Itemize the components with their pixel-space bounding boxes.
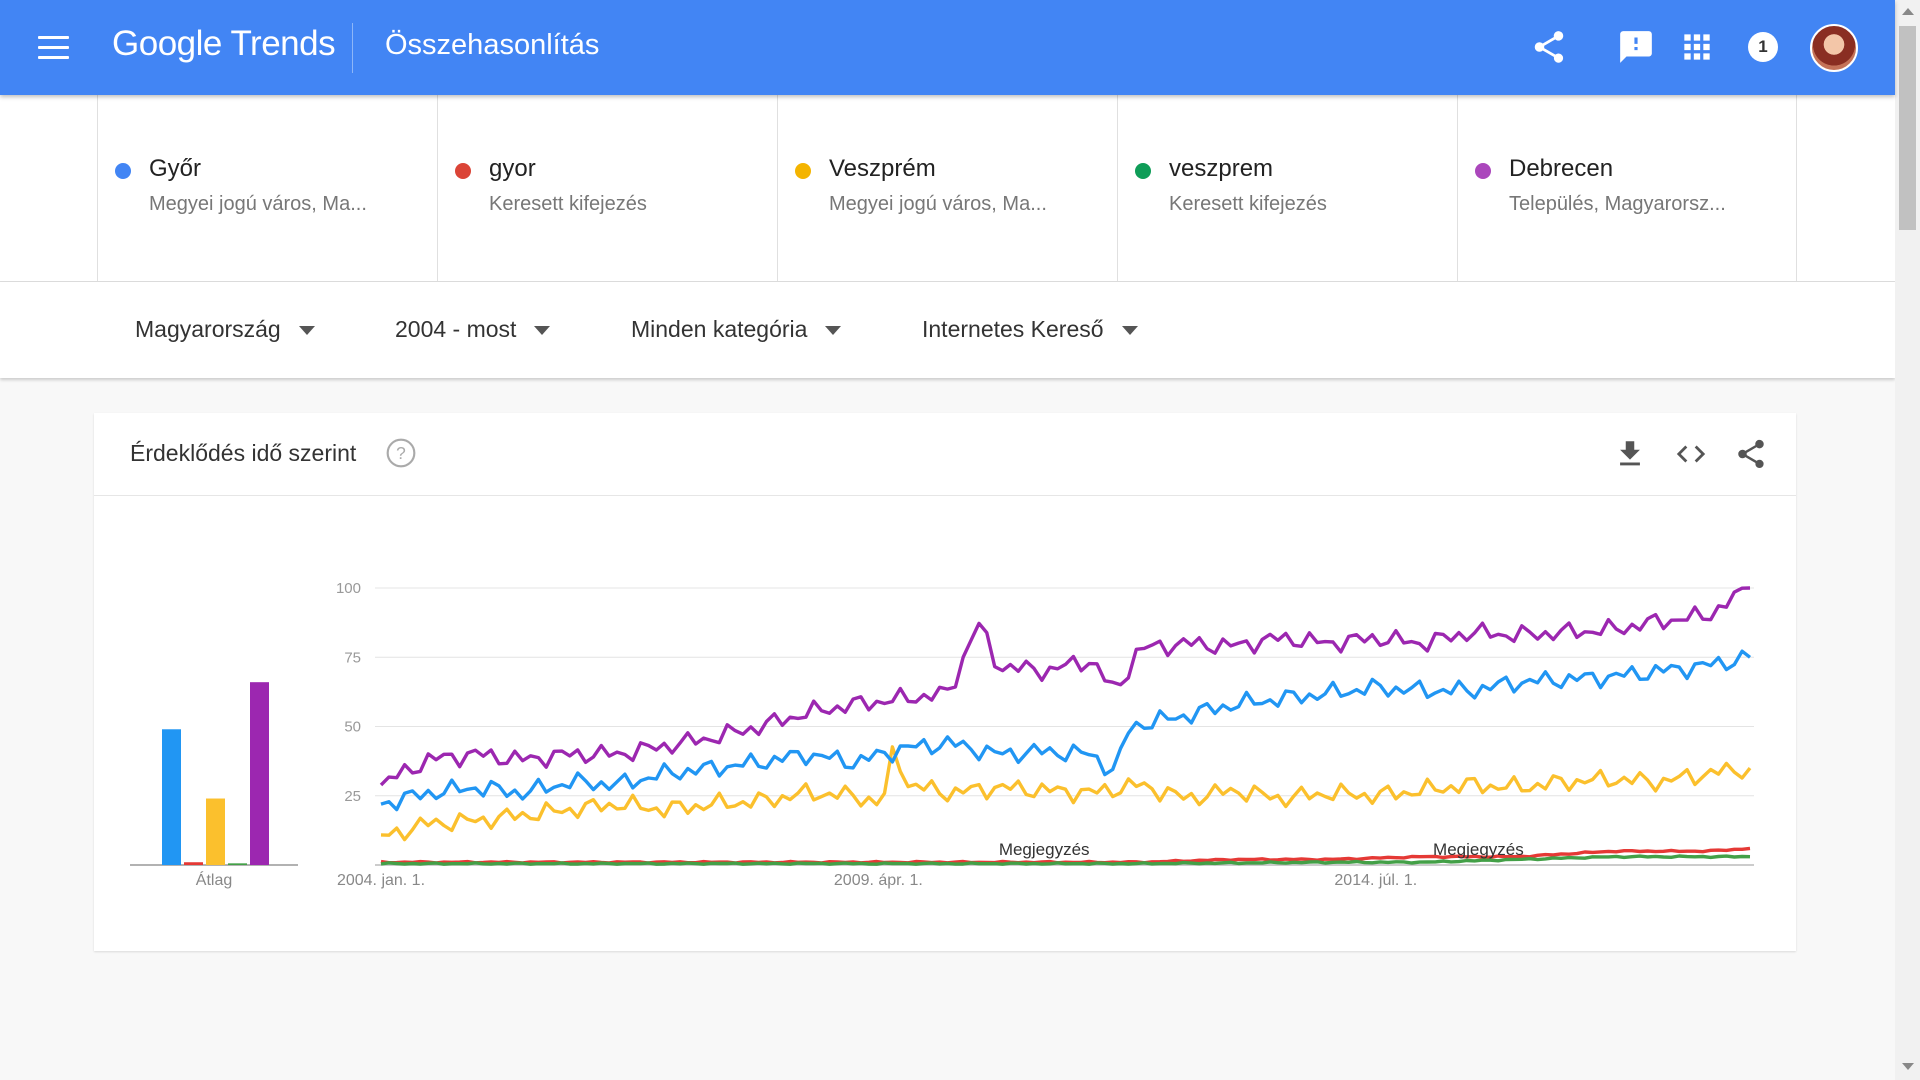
term-color-dot — [115, 163, 131, 179]
term-color-dot — [795, 163, 811, 179]
term-name: Debrecen — [1509, 155, 1614, 182]
term-name: gyor — [489, 155, 536, 182]
average-bar — [206, 798, 225, 865]
term-subtitle: Megyei jogú város, Ma... — [149, 193, 367, 215]
term-color-dot — [1135, 163, 1151, 179]
category-dropdown[interactable]: Minden kategória — [631, 316, 842, 343]
y-tick-label: 100 — [336, 580, 361, 597]
term-card-debrecen[interactable]: Debrecen Település, Magyarorsz... — [1457, 95, 1797, 281]
term-card-veszprem-search[interactable]: veszprem Keresett kifejezés — [1117, 95, 1457, 281]
interest-over-time-card: Érdeklődés idő szerint ? 100 75 50 25 2004. … — [94, 413, 1796, 951]
search-type-dropdown[interactable]: Internetes Kereső — [922, 316, 1138, 343]
y-tick-label: 50 — [344, 719, 361, 736]
region-value: Magyarország — [135, 316, 281, 342]
series-line — [380, 649, 1752, 812]
avatar[interactable] — [1810, 24, 1858, 72]
menu-icon[interactable] — [38, 36, 69, 60]
dropdown-arrow-icon — [825, 326, 842, 336]
term-card-gyor-search[interactable]: gyor Keresett kifejezés — [437, 95, 777, 281]
scroll-down-arrow-icon[interactable] — [1902, 1063, 1914, 1070]
search-type-value: Internetes Kereső — [922, 316, 1104, 342]
card-header: Érdeklődés idő szerint ? — [94, 413, 1796, 496]
average-label: Átlag — [196, 870, 232, 889]
y-tick-label: 25 — [344, 788, 361, 805]
region-dropdown[interactable]: Magyarország — [135, 316, 315, 343]
term-subtitle: Település, Magyarorsz... — [1509, 193, 1726, 215]
dropdown-arrow-icon — [298, 326, 315, 336]
annotation-label: Megjegyzés — [1433, 840, 1524, 859]
average-bar — [162, 729, 181, 865]
time-range-value: 2004 - most — [395, 316, 517, 342]
feedback-icon[interactable] — [1617, 28, 1655, 66]
term-color-dot — [1475, 163, 1491, 179]
term-card-gyor-city[interactable]: Győr Megyei jogú város, Ma... — [97, 95, 437, 281]
dropdown-arrow-icon — [1121, 326, 1138, 336]
term-card-veszprem-city[interactable]: Veszprém Megyei jogú város, Ma... — [777, 95, 1117, 281]
series-line — [380, 854, 1751, 866]
x-tick-label: 2014. júl. 1. — [1334, 872, 1417, 889]
term-subtitle: Keresett kifejezés — [489, 193, 647, 215]
dropdown-arrow-icon — [534, 326, 551, 336]
download-icon[interactable] — [1613, 437, 1647, 471]
page-scrollbar[interactable] — [1895, 0, 1920, 1080]
header-divider — [352, 23, 353, 73]
filter-bar: Magyarország 2004 - most Minden kategóri… — [0, 282, 1895, 378]
average-bar — [228, 863, 247, 865]
svg-text:?: ? — [396, 443, 406, 463]
apps-grid-icon[interactable] — [1678, 28, 1716, 66]
term-subtitle: Megyei jogú város, Ma... — [829, 193, 1047, 215]
scrollbar-thumb[interactable] — [1899, 26, 1916, 230]
card-title: Érdeklődés idő szerint — [130, 440, 357, 466]
term-color-dot — [455, 163, 471, 179]
help-icon[interactable]: ? — [385, 437, 417, 469]
category-value: Minden kategória — [631, 316, 808, 342]
term-name: veszprem — [1169, 155, 1274, 182]
term-name: Veszprém — [829, 155, 936, 182]
average-bar — [250, 682, 269, 865]
google-trends-logo[interactable]: Google Trends — [112, 24, 336, 63]
page-title: Összehasonlítás — [385, 29, 600, 61]
x-tick-label: 2004. jan. 1. — [337, 872, 425, 889]
average-bar — [184, 862, 203, 865]
scroll-up-arrow-icon[interactable] — [1902, 8, 1914, 15]
series-line — [379, 586, 1751, 787]
x-tick-label: 2009. ápr. 1. — [834, 872, 923, 889]
series-line — [380, 745, 1752, 842]
share-chart-icon[interactable] — [1734, 437, 1768, 471]
comparison-terms: Győr Megyei jogú város, Ma... gyor Keres… — [0, 95, 1895, 282]
notification-badge[interactable]: 1 — [1748, 32, 1778, 62]
term-name: Győr — [149, 155, 202, 182]
y-tick-label: 75 — [344, 649, 361, 666]
embed-code-icon[interactable] — [1674, 437, 1708, 471]
app-header: Google Trends Összehasonlítás 1 — [0, 0, 1895, 95]
time-range-dropdown[interactable]: 2004 - most — [395, 316, 551, 343]
share-icon[interactable] — [1530, 28, 1568, 66]
term-subtitle: Keresett kifejezés — [1169, 193, 1327, 215]
annotation-label: Megjegyzés — [999, 840, 1090, 859]
interest-line-chart: 100 75 50 25 2004. jan. 1. 2009. ápr. 1. 2014.… — [130, 580, 1754, 889]
